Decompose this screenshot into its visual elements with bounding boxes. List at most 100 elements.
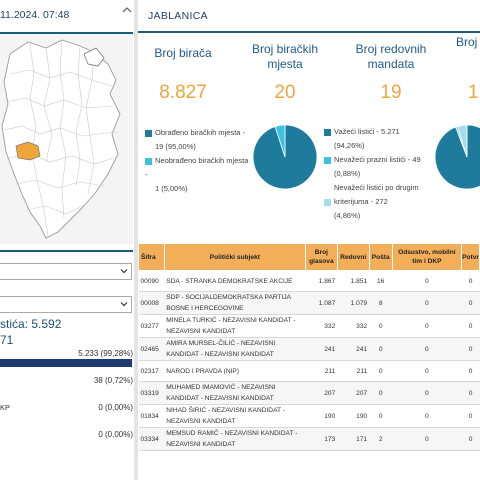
cell-party: MEMSUD RAMIĆ - NEZAVISNI KANDIDAT - NEZA… <box>164 427 306 451</box>
cell-mail: 2 <box>369 427 393 451</box>
stat-label-regular-mandates: Broj redovnih mandata <box>355 42 427 71</box>
cell-regular: 190 <box>337 404 370 428</box>
table-row[interactable]: 00090 SDA - STRANKA DEMOKRATSKE AKCIJE 1.8… <box>138 270 480 292</box>
col-header-party[interactable]: Politički subjekt <box>163 243 306 271</box>
legend-item-other-crit: kriterijuma - 272 <box>324 195 422 209</box>
cell-absent: 0 <box>392 337 462 361</box>
stat-label-voters: Broj birača <box>154 46 212 60</box>
map-highlighted-municipality <box>15 141 41 161</box>
legend-item-processed: Obrađeno biračkih mjesta - <box>145 126 249 140</box>
cell-votes: 173 <box>305 427 338 451</box>
chevron-down-icon <box>120 269 128 274</box>
cell-confirmed: 0 <box>461 404 480 428</box>
cell-code: 00090 <box>138 270 165 292</box>
table-row[interactable]: 03277 MINELA TURKIĆ - NEZAVISNI KANDIDAT … <box>138 314 480 338</box>
cell-absent: 0 <box>392 291 462 315</box>
municipality-title: JABLANICA <box>148 10 208 22</box>
legend-item-empty-value: (0,88%) <box>334 169 361 178</box>
cell-confirmed: 0 <box>461 381 480 405</box>
cell-regular: 241 <box>337 337 370 361</box>
col-header-mail[interactable]: Pošta <box>368 243 393 271</box>
cell-code: 02317 <box>138 360 165 382</box>
valid-value: 5.233 (99,28%) <box>78 349 133 358</box>
stat-label-compensatory-mandates: Broj m <box>456 35 480 49</box>
left-panel: 11.2024. 07:48 <box>0 0 133 480</box>
cell-party: MUHAMED IMAMOVIĆ - NEZAVISNI KANDIDAT - … <box>164 381 306 405</box>
pie-ballots-slice-0[interactable] <box>434 124 480 190</box>
table-row[interactable]: 03319 MUHAMED IMAMOVIĆ - NEZAVISNI KANDID… <box>138 381 480 405</box>
stat-value-regular-mandates: 19 <box>380 82 402 103</box>
cell-party: NAROD I PRAVDA (NIP) <box>164 360 306 382</box>
table-row[interactable]: 01834 NIHAD ŠIRIĆ - NEZAVISNI KANDIDAT - … <box>138 404 480 428</box>
cell-party: NIHAD ŠIRIĆ - NEZAVISNI KANDIDAT - NEZAV… <box>164 404 306 428</box>
pie-ballots-slice-2[interactable] <box>456 124 468 158</box>
cell-mail: 0 <box>369 360 393 382</box>
cell-votes: 211 <box>305 360 338 382</box>
total-sub: 71 <box>0 333 14 347</box>
cell-votes: 1.087 <box>305 291 338 315</box>
cell-votes: 332 <box>305 314 338 338</box>
cell-regular: 171 <box>337 427 370 451</box>
cell-code: 02465 <box>138 337 165 361</box>
pie-polling-stations-slice-1[interactable] <box>274 124 286 158</box>
stat-value-voters: 8.827 <box>159 82 207 103</box>
table-row[interactable]: 02317 NAROD I PRAVDA (NIP) 211 211 0 0 0 <box>138 360 480 382</box>
cell-mail: 0 <box>369 404 393 428</box>
cell-confirmed: 0 <box>461 337 480 361</box>
chevron-up-icon[interactable] <box>122 5 132 15</box>
cell-absent: 0 <box>392 404 462 428</box>
cell-votes: 190 <box>305 404 338 428</box>
cell-confirmed: 0 <box>461 360 480 382</box>
invalid-value: 38 (0,72%) <box>93 376 133 385</box>
cell-code: 00008 <box>138 291 165 315</box>
dkp-label: KP <box>0 403 11 412</box>
cell-confirmed: 0 <box>461 270 480 292</box>
divider <box>0 250 133 252</box>
cell-mail: 0 <box>369 314 393 338</box>
cell-mail: 0 <box>369 381 393 405</box>
total-ballots: stića: 5.592 <box>0 317 62 331</box>
legend-swatch <box>324 156 331 164</box>
timestamp: 11.2024. 07:48 <box>0 9 70 21</box>
cell-absent: 0 <box>392 360 462 382</box>
cell-mail: 8 <box>369 291 393 315</box>
legend-item-empty: Nevažeći prazni listići - 49 <box>324 153 422 167</box>
legend-swatch <box>324 128 331 136</box>
legend-item-unprocessed: Neobrađeno biračkih mjesta - <box>145 156 249 179</box>
map[interactable] <box>0 34 133 244</box>
legend-swatch <box>324 198 331 206</box>
cell-party: MINELA TURKIĆ - NEZAVISNI KANDIDAT - NEZ… <box>164 314 306 338</box>
legend-polling-stations: Obrađeno biračkih mjesta - 19 (95,00%) N… <box>145 126 249 196</box>
cell-regular: 207 <box>337 381 370 405</box>
stat-value-polling-stations: 20 <box>274 82 296 103</box>
cell-regular: 211 <box>337 360 370 382</box>
pie-ballots <box>434 124 480 190</box>
col-header-code[interactable]: Šifra <box>138 243 165 271</box>
legend-swatch <box>145 129 152 137</box>
cell-regular: 1.851 <box>337 270 370 292</box>
other-value: 0 (0,00%) <box>98 430 133 439</box>
table-row[interactable]: 02465 AMIRA MURSEL-ČILIĆ - NEZAVISNI KAND… <box>138 337 480 361</box>
col-header-regular[interactable]: Redovni <box>336 243 370 271</box>
table-row[interactable]: 03334 MEMSUD RAMIĆ - NEZAVISNI KANDIDAT -… <box>138 427 480 451</box>
election-level-select[interactable] <box>0 296 132 313</box>
cell-party: SDA - STRANKA DEMOKRATSKE AKCIJE <box>164 270 306 292</box>
legend-ballots: Važeći listići - 5.271 (94,26%) Nevažeći… <box>324 125 422 223</box>
col-header-votes[interactable]: Broj glasova <box>304 243 338 271</box>
col-header-confirmed[interactable]: Potvr <box>461 243 480 271</box>
cell-code: 03319 <box>138 381 165 405</box>
cell-votes: 1.867 <box>305 270 338 292</box>
title-underline <box>138 31 480 33</box>
chevron-down-icon <box>120 302 128 307</box>
results-table: Šifra Politički subjekt Broj glasova Red… <box>138 243 480 451</box>
cell-confirmed: 0 <box>461 291 480 315</box>
pie-polling-stations <box>252 124 318 190</box>
table-row[interactable]: 00008 SDP - SOCIJALDEMOKRATSKA PARTIJA BO… <box>138 291 480 315</box>
stat-value-compensatory-mandates: 1 <box>468 82 479 103</box>
col-header-absent[interactable]: Odsustvo, mobilni tim i DKP <box>391 243 463 271</box>
legend-item-other-value: (4,86%) <box>334 211 361 220</box>
legend-item-unprocessed-value: 1 (5,00%) <box>155 184 188 193</box>
municipality-select[interactable] <box>0 263 132 280</box>
cell-confirmed: 0 <box>461 314 480 338</box>
legend-item-valid: Važeći listići - 5.271 <box>324 125 422 139</box>
